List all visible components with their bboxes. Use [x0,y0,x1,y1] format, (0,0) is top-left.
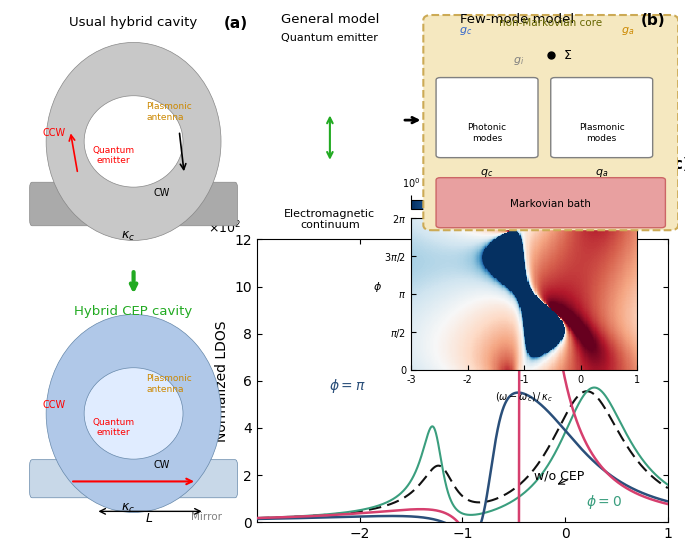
Ellipse shape [46,314,221,512]
Text: $q_a$: $q_a$ [595,167,608,179]
Text: Quantum
emitter: Quantum emitter [92,146,134,165]
Ellipse shape [84,368,183,459]
Text: Markovian bath: Markovian bath [510,199,591,209]
Text: $q_c$: $q_c$ [480,167,494,179]
X-axis label: $(\omega - \omega_c)\,/\,\kappa_c$: $(\omega - \omega_c)\,/\,\kappa_c$ [495,391,553,404]
Text: (c): (c) [668,157,685,172]
Text: (b): (b) [640,13,665,28]
Text: $g_c$: $g_c$ [459,24,473,36]
Text: $\Sigma$: $\Sigma$ [564,48,573,61]
Text: Few-mode model: Few-mode model [460,13,574,26]
FancyBboxPatch shape [423,15,678,230]
Text: $\phi = 3\pi/4$: $\phi = 3\pi/4$ [437,269,495,287]
FancyBboxPatch shape [436,178,665,228]
Text: Electromagnetic
continuum: Electromagnetic continuum [284,208,375,230]
Text: $\kappa_c$: $\kappa_c$ [121,502,135,516]
Text: $g_i$: $g_i$ [513,54,525,66]
Text: $g_a$: $g_a$ [621,24,634,36]
Ellipse shape [46,42,221,240]
Text: Photonic
modes: Photonic modes [467,123,507,143]
Ellipse shape [84,96,183,187]
Text: w/o CEP: w/o CEP [534,470,584,483]
Text: $\kappa_c$: $\kappa_c$ [121,230,135,244]
Y-axis label: $\phi$: $\phi$ [373,280,382,294]
FancyBboxPatch shape [551,78,653,158]
Text: CW: CW [154,460,171,470]
Text: $\phi = \pi$: $\phi = \pi$ [329,377,366,395]
Text: Mirror: Mirror [191,512,222,522]
FancyBboxPatch shape [29,460,238,498]
Text: non-Markovian core: non-Markovian core [499,17,602,28]
Text: $\phi = 0$: $\phi = 0$ [586,493,622,511]
FancyBboxPatch shape [29,182,238,226]
Y-axis label: Normalized LDOS: Normalized LDOS [215,320,229,442]
Text: General model: General model [281,13,379,26]
Text: CCW: CCW [42,400,65,410]
Text: Hybrid CEP cavity: Hybrid CEP cavity [75,305,192,318]
Text: Plasmonic
antenna: Plasmonic antenna [147,374,192,394]
Text: CW: CW [154,188,171,198]
FancyBboxPatch shape [436,78,538,158]
Text: Quantum
emitter: Quantum emitter [92,418,134,437]
Text: $\times 10^2$: $\times 10^2$ [208,220,240,237]
Text: CCW: CCW [42,128,65,138]
Text: Quantum emitter: Quantum emitter [282,33,378,42]
Text: Plasmonic
antenna: Plasmonic antenna [147,102,192,122]
Text: Usual hybrid cavity: Usual hybrid cavity [69,16,198,29]
Text: Plasmonic
modes: Plasmonic modes [579,123,625,143]
Text: $L$: $L$ [145,512,153,526]
Text: (a): (a) [223,16,248,32]
